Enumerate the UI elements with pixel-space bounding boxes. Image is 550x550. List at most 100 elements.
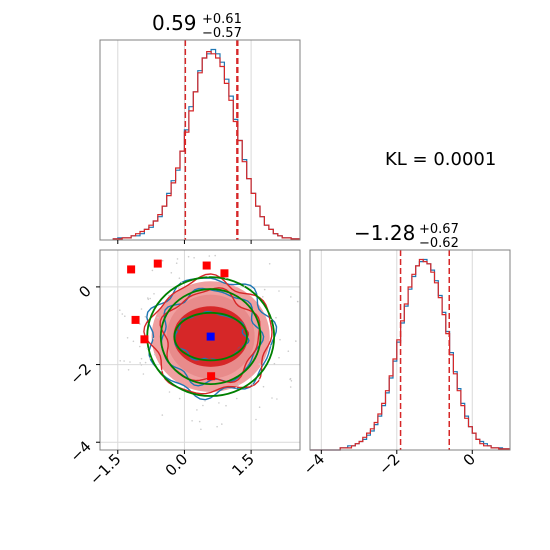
scatter-point [196, 409, 198, 411]
scatter-point [263, 288, 266, 291]
scatter-point [236, 397, 238, 400]
scatter-point [193, 257, 195, 259]
scatter-point [140, 364, 143, 366]
outlier-marker [220, 269, 229, 278]
scatter-point [140, 357, 143, 360]
scatter-point [144, 315, 147, 318]
contour-ytick-label: −2 [66, 360, 94, 388]
scatter-point [126, 337, 129, 339]
scatter-point [168, 391, 171, 393]
scatter-point [152, 337, 155, 340]
scatter-point [218, 402, 220, 404]
histogram-panel-param0: 0.59 +0.61 −0.57 [99, 11, 301, 244]
scatter-point [175, 262, 178, 265]
outlier-marker [153, 259, 162, 268]
param1-xtick-label: 0 [460, 450, 479, 469]
scatter-point [258, 363, 261, 365]
scatter-point [149, 357, 151, 359]
param1-title-minus: −0.62 [419, 236, 459, 251]
scatter-point [225, 277, 227, 279]
scatter-point [278, 290, 280, 292]
scatter-point [153, 293, 155, 295]
scatter-point [123, 360, 125, 362]
scatter-point [187, 255, 190, 258]
scatter-point [276, 398, 278, 400]
param1-hist-series-1 [310, 258, 510, 451]
scatter-point [129, 361, 131, 363]
scatter-point [262, 296, 264, 298]
scatter-point [139, 345, 141, 348]
scatter-point [258, 378, 260, 381]
outlier-marker [202, 261, 211, 270]
scatter-point [142, 373, 145, 375]
scatter-point [200, 428, 202, 431]
scatter-point [271, 397, 273, 399]
scatter-point [296, 300, 299, 303]
scatter-point [278, 356, 280, 359]
scatter-point [290, 296, 292, 298]
outlier-marker [131, 315, 140, 324]
scatter-point [139, 362, 141, 364]
scatter-point [207, 275, 209, 278]
scatter-point [147, 298, 150, 301]
param0-title-minus: −0.57 [202, 26, 242, 41]
scatter-point [144, 361, 147, 364]
scatter-point [140, 308, 143, 310]
contour-panel: −1.5 0.0 1.5 0 −2 −4 [66, 249, 301, 489]
scatter-point [270, 345, 272, 347]
contour-ytick-label: 0 [75, 282, 94, 301]
scatter-point [119, 309, 121, 312]
scatter-point [178, 277, 181, 280]
scatter-point [124, 315, 126, 318]
param0-hist-series-1 [112, 51, 300, 240]
scatter-point [216, 425, 218, 428]
scatter-point [238, 383, 240, 385]
contour-ytick-label: −4 [66, 437, 94, 465]
scatter-point [132, 340, 135, 343]
scatter-point [154, 353, 156, 356]
kl-annotation: KL = 0.0001 [385, 149, 496, 170]
param0-title-center: 0.59 [152, 11, 197, 35]
param0-title: 0.59 +0.61 −0.57 [152, 11, 242, 41]
contour-xtick-label: 1.5 [228, 450, 258, 480]
scatter-point [161, 259, 164, 262]
contour-line-a [160, 287, 265, 387]
scatter-point [147, 297, 149, 299]
scatter-point [270, 318, 272, 321]
scatter-point [251, 384, 254, 386]
scatter-point [178, 397, 181, 400]
scatter-point [225, 404, 227, 407]
scatter-point [268, 263, 271, 265]
scatter-point [295, 340, 297, 342]
scatter-point [262, 385, 265, 388]
param1-title-center: −1.28 [354, 221, 415, 245]
scatter-point [273, 362, 276, 365]
scatter-point [259, 364, 262, 367]
contour-line-b [159, 288, 262, 386]
param1-title: −1.28 +0.67 −0.62 [354, 221, 459, 251]
outlier-marker [140, 335, 149, 344]
param1-axes-frame [309, 249, 511, 451]
scatter-point [157, 317, 159, 319]
scatter-point [208, 255, 211, 257]
scatter-point [149, 297, 151, 300]
scatter-point [121, 313, 124, 315]
scatter-point [289, 377, 292, 380]
scatter-point [181, 281, 183, 284]
scatter-point [221, 423, 223, 425]
param0-title-plus: +0.61 [202, 12, 242, 27]
param1-xtick-label: −4 [300, 450, 328, 478]
scatter-point [161, 414, 164, 416]
scatter-point [289, 386, 292, 388]
outlier-marker [127, 265, 136, 274]
scatter-point [237, 385, 240, 387]
scatter-point [119, 360, 121, 362]
param1-hist-series-0 [310, 258, 510, 451]
scatter-point [243, 285, 246, 287]
scatter-point [287, 350, 290, 353]
param1-xtick-label: −2 [375, 450, 403, 478]
scatter-point [146, 347, 149, 350]
scatter-point [255, 418, 257, 421]
scatter-point [127, 369, 130, 371]
scatter-point [275, 316, 277, 319]
